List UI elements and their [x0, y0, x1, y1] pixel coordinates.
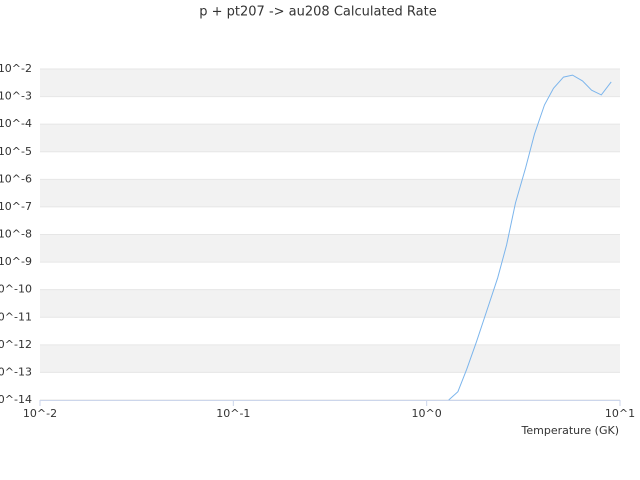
- y-tick-label: 10^-9: [0, 255, 32, 268]
- y-tick-label: 10^-3: [0, 90, 32, 103]
- x-axis-label: Temperature (GK): [521, 424, 620, 437]
- y-tick-label: 10^-2: [0, 62, 32, 75]
- grid-band: [40, 179, 620, 207]
- y-tick-label: 10^-7: [0, 200, 32, 213]
- grid-band: [40, 344, 620, 373]
- y-tick-label: 10^-6: [0, 172, 32, 185]
- y-tick-label: 10^-11: [0, 310, 32, 323]
- x-tick-label: 10^0: [412, 407, 442, 420]
- grid-band: [40, 124, 620, 152]
- x-tick-label: 10^-1: [216, 407, 250, 420]
- y-tick-label: 10^-4: [0, 117, 32, 130]
- x-tick-label: 10^1: [605, 407, 635, 420]
- grid-band: [40, 289, 620, 318]
- grid-band: [40, 69, 620, 97]
- y-tick-label: 10^-13: [0, 365, 32, 378]
- y-tick-label: 10^-10: [0, 283, 32, 296]
- y-tick-label: 10^-5: [0, 145, 32, 158]
- grid-band: [40, 234, 620, 263]
- chart-title: p + pt207 -> au208 Calculated Rate: [199, 5, 436, 20]
- x-tick-label: 10^-2: [23, 407, 57, 420]
- y-tick-label: 10^-12: [0, 338, 32, 351]
- data-line: [448, 74, 612, 401]
- y-tick-label: 10^-8: [0, 228, 32, 241]
- y-tick-label: 10^-14: [0, 393, 32, 406]
